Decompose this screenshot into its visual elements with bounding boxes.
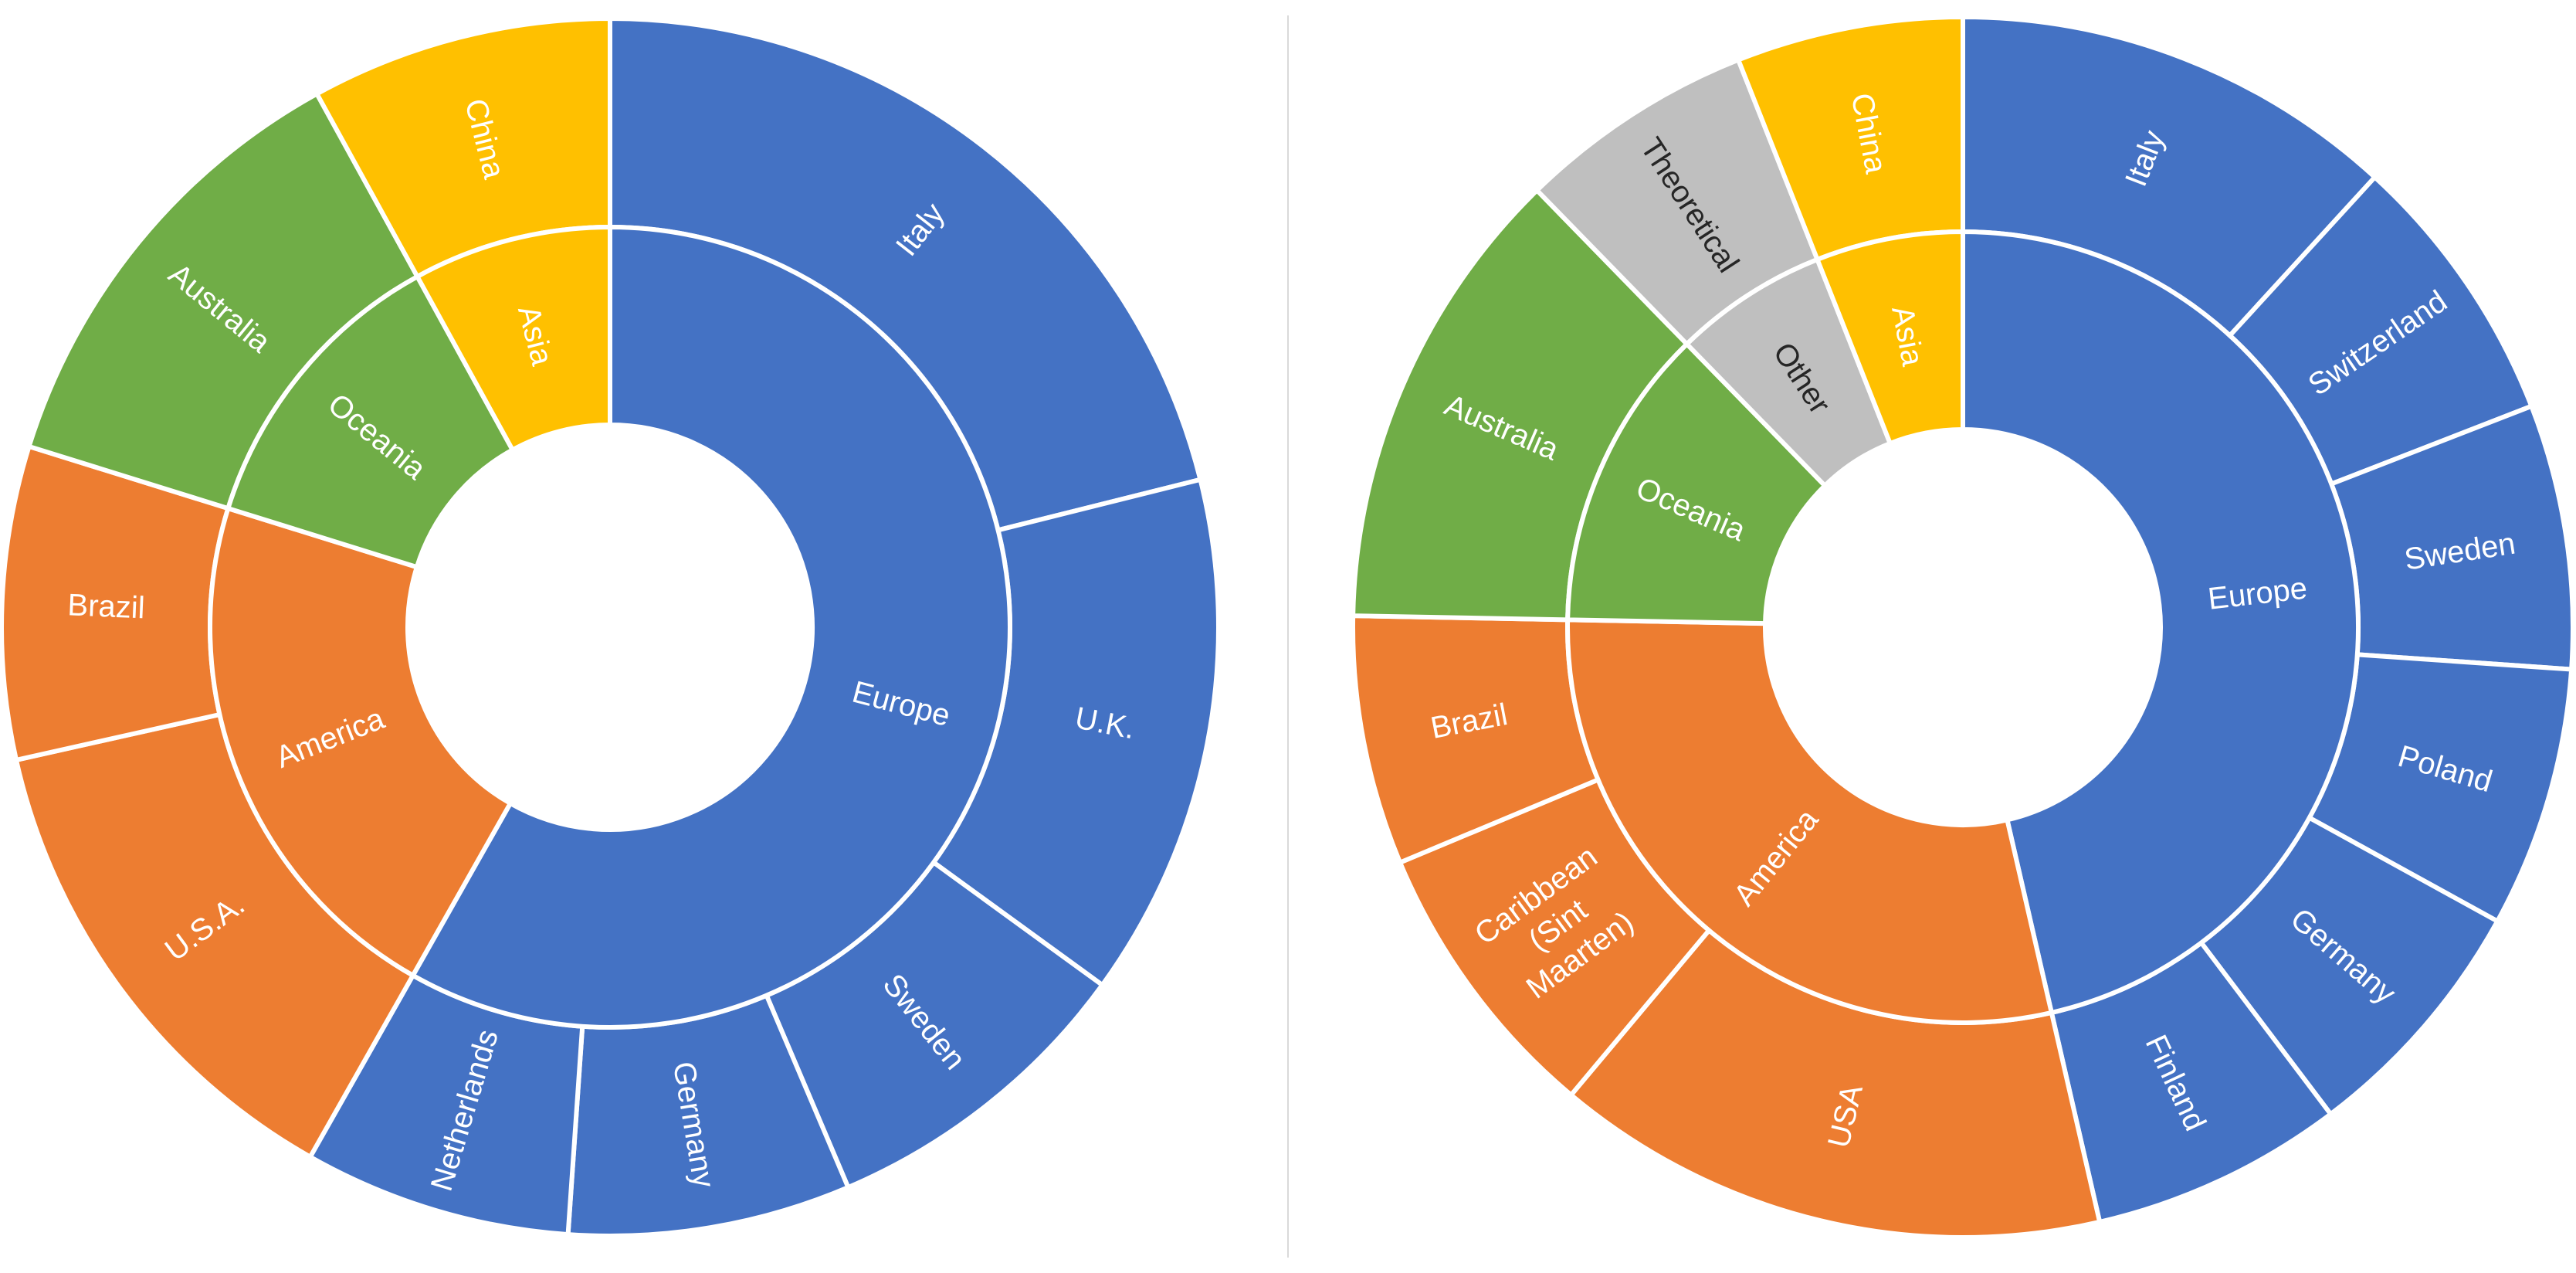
left-inner-wedge-europe [409, 224, 1012, 1030]
left-inner-wedge-oceania [225, 273, 516, 570]
left-inner-wedge-asia [414, 224, 612, 453]
left-outer-label-brazil: Brazil [67, 588, 146, 625]
right-inner-wedge-europe [1961, 229, 2361, 1016]
left-inner-wedge-america [208, 505, 514, 979]
right-inner-wedge-asia [1814, 229, 1965, 446]
chart-divider [1287, 15, 1289, 1258]
right-inner-wedge-oceania [1565, 341, 1829, 626]
right-inner-wedge-america [1565, 617, 2055, 1025]
sunburst-chart-left: ItalyU.K.SwedenGermanyNetherlandsEuropeU… [2, 19, 1219, 1236]
sunburst-chart-right: ItalySwitzerlandSwedenPolandGermanyFinla… [1351, 14, 2575, 1240]
